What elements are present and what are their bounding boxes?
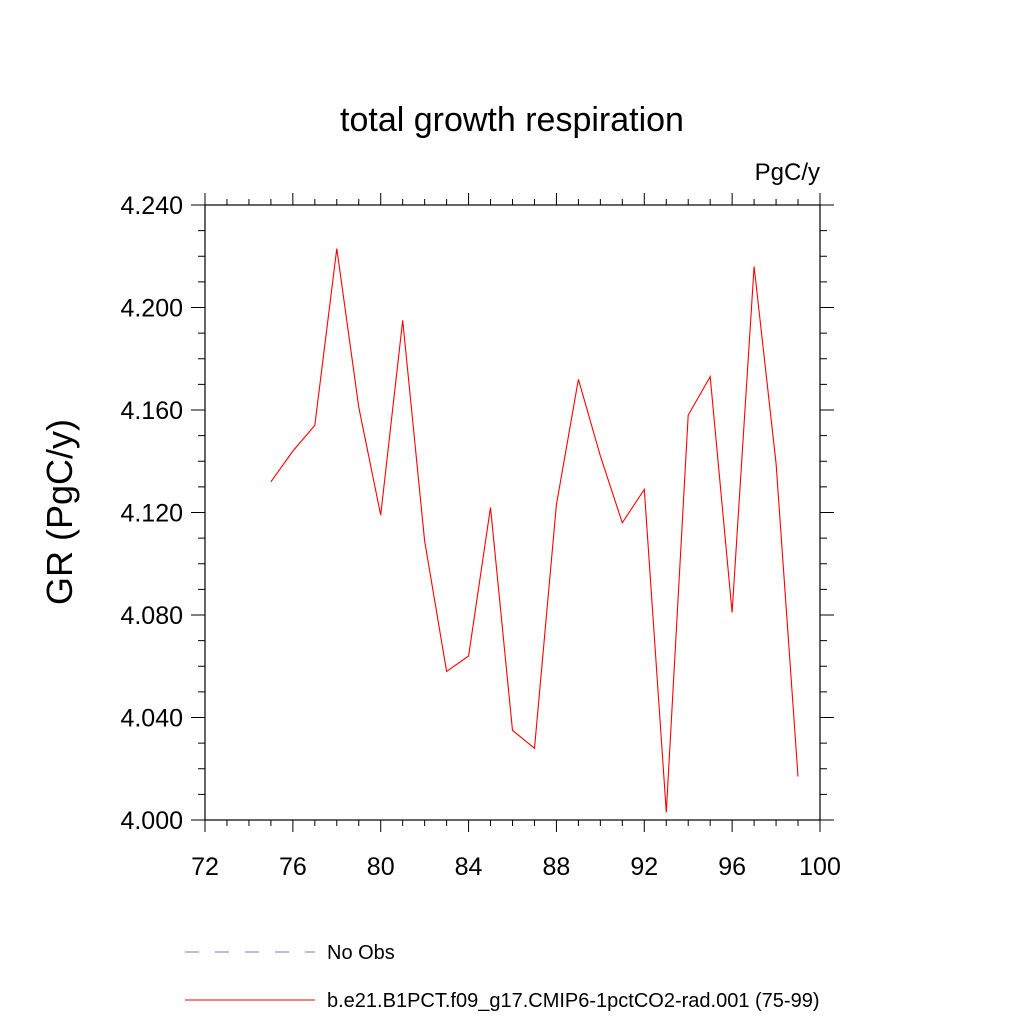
x-tick-labels: 72 76 80 84 88 92 96 100 — [191, 853, 841, 881]
x-tick-label: 96 — [718, 853, 746, 881]
y-tick-label: 4.120 — [120, 500, 183, 528]
legend-label: b.e21.B1PCT.f09_g17.CMIP6-1pctCO2-rad.00… — [327, 990, 820, 1012]
units-label: PgC/y — [755, 159, 820, 186]
series-layer — [270, 248, 799, 813]
y-tick-label: 4.000 — [120, 807, 183, 835]
axis-ticks — [191, 193, 834, 832]
legend: No Obs b.e21.B1PCT.f09_g17.CMIP6-1pctCO2-… — [185, 942, 820, 1012]
x-tick-label: 100 — [799, 853, 841, 881]
x-tick-label: 92 — [630, 853, 658, 881]
x-tick-label: 72 — [191, 853, 219, 881]
y-tick-label: 4.200 — [120, 295, 183, 323]
y-tick-label: 4.240 — [120, 192, 183, 220]
x-tick-label: 76 — [279, 853, 307, 881]
chart-title: total growth respiration — [340, 101, 684, 139]
series-line — [270, 248, 799, 813]
y-tick-labels: 4.000 4.040 4.080 4.120 4.160 4.200 4.240 — [120, 192, 183, 835]
y-tick-label: 4.080 — [120, 602, 183, 630]
x-tick-label: 84 — [455, 853, 483, 881]
x-tick-label: 80 — [367, 853, 395, 881]
y-tick-label: 4.040 — [120, 705, 183, 733]
y-axis-label: GR (PgC/y) — [39, 419, 80, 605]
y-tick-label: 4.160 — [120, 397, 183, 425]
x-tick-label: 88 — [543, 853, 571, 881]
legend-label: No Obs — [327, 942, 395, 964]
